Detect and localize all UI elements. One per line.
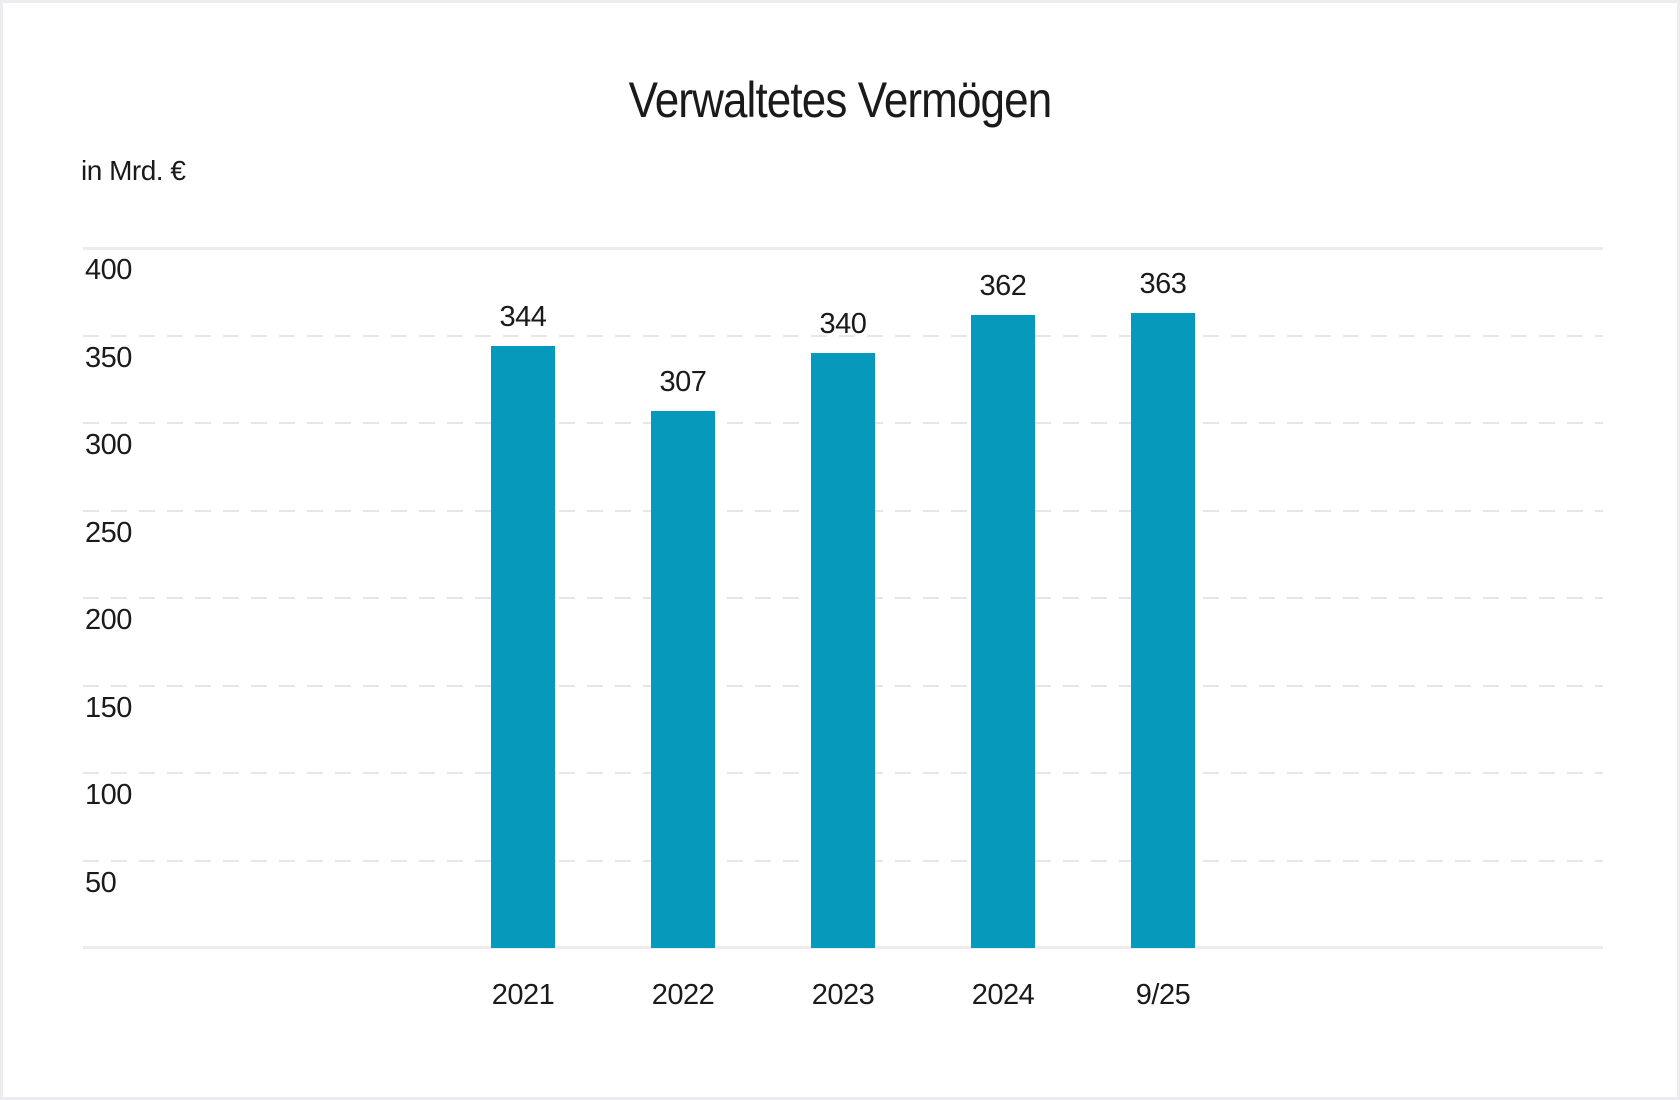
gridline xyxy=(83,334,1603,337)
bar-value-label: 340 xyxy=(819,308,867,340)
bar-value-label: 344 xyxy=(499,301,547,333)
chart-title: Verwaltetes Vermögen xyxy=(628,72,1053,128)
bar xyxy=(971,314,1035,948)
y-tick-label: 350 xyxy=(85,341,132,374)
bar-value-label: 362 xyxy=(979,269,1027,302)
x-tick-label: 2022 xyxy=(651,979,715,1011)
y-tick-label: 300 xyxy=(85,429,132,461)
x-tick-label: 2024 xyxy=(971,979,1035,1011)
y-tick-label: 150 xyxy=(85,691,132,724)
bar xyxy=(651,410,715,948)
y-tick-label: 200 xyxy=(85,604,132,636)
x-tick-label: 9/25 xyxy=(1135,979,1191,1011)
bar xyxy=(491,346,555,948)
y-tick-label: 400 xyxy=(85,254,132,286)
y-axis-unit-label: in Mrd. € xyxy=(81,155,186,186)
y-tick-label: 250 xyxy=(85,516,132,549)
y-tick-label: 100 xyxy=(85,779,132,811)
x-tick-label: 2023 xyxy=(811,979,875,1011)
gridline xyxy=(83,247,1603,250)
bar-value-label: 307 xyxy=(659,365,707,398)
y-tick-label: 50 xyxy=(85,866,117,899)
plot-area: 400 350 300 250 200 150 100 50 344 2021 307 2022 340… xyxy=(83,247,1603,1010)
bar xyxy=(1131,312,1195,948)
bar xyxy=(811,353,875,948)
x-tick-label: 2021 xyxy=(491,979,555,1011)
bar-value-label: 363 xyxy=(1139,267,1187,300)
